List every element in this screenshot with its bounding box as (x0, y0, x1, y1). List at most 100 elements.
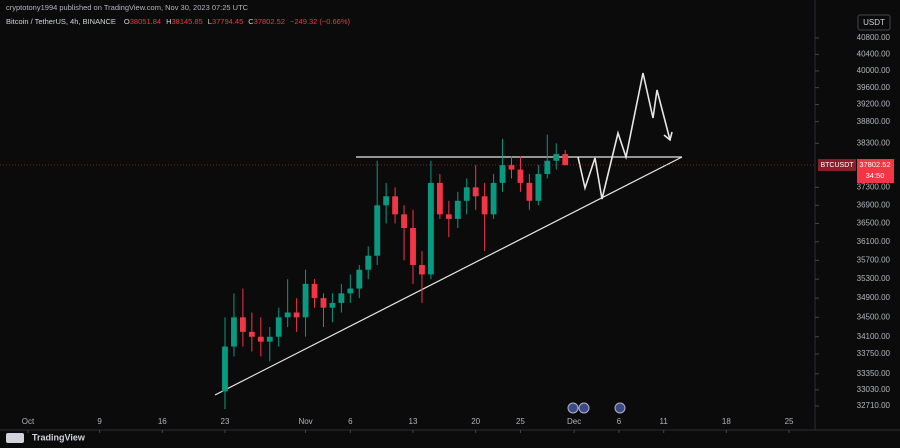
y-tick-label: 35300.00 (857, 274, 891, 283)
legend: Bitcoin / TetherUS, 4h, BINANCE O38051.84… (6, 17, 351, 26)
y-tick-label: 34500.00 (857, 312, 891, 321)
symbol-label: BTCUSDT (820, 162, 854, 169)
legend-item: Bitcoin / TetherUS, 4h, BINANCE (6, 17, 116, 26)
y-tick-label: 40400.00 (857, 49, 891, 58)
brand-logo (6, 433, 24, 443)
candle-body (311, 283, 318, 299)
x-tick-label: 23 (221, 417, 230, 426)
drawings (214, 72, 683, 396)
candle-body (526, 182, 533, 201)
y-tick-label: 38800.00 (857, 117, 891, 126)
y-tick-label: 33750.00 (857, 349, 891, 358)
y-tick-label: 39200.00 (857, 100, 891, 109)
candle-body (428, 182, 434, 275)
candle-body (535, 173, 542, 201)
y-tick-label: 36900.00 (857, 200, 891, 209)
candle-body (553, 154, 560, 161)
candle-body (517, 169, 524, 183)
legend-item: 37794.45 (212, 17, 243, 26)
y-tick-label: 40800.00 (857, 33, 891, 42)
price-box (857, 159, 894, 184)
candle-body (490, 182, 497, 215)
brand: TradingView (32, 432, 86, 442)
candle-body (419, 265, 425, 275)
candle-body (410, 228, 416, 266)
y-tick-label: 36100.00 (857, 237, 891, 246)
candle-body (275, 317, 282, 337)
y-tick-label: 34900.00 (857, 293, 891, 302)
y-tick-label: 39600.00 (857, 83, 891, 92)
x-tick-label: 25 (785, 417, 794, 426)
candle-body (231, 317, 237, 347)
legend-item: H (166, 17, 171, 26)
candle-body (284, 312, 291, 318)
event-icon (567, 402, 579, 414)
x-tick-label: 11 (660, 417, 669, 426)
event-icon (578, 402, 590, 414)
currency-box (857, 14, 891, 31)
y-tick-label: 36500.00 (857, 219, 891, 228)
legend-item: L (208, 17, 212, 26)
candle-body (401, 214, 407, 229)
candle-body (562, 154, 569, 166)
candle-body (499, 165, 506, 183)
candle-body (436, 182, 443, 215)
candle-body (383, 196, 390, 206)
y-tick-label: 38300.00 (857, 138, 891, 147)
candle-body (472, 187, 479, 197)
trend-line (214, 156, 683, 396)
candle-body (356, 269, 363, 289)
y-tick-label: 40000.00 (857, 66, 891, 75)
candle-body (222, 346, 228, 392)
candle-body (508, 165, 515, 170)
candle-body (320, 298, 327, 308)
x-tick-label: Dec (567, 417, 581, 426)
x-tick-label: 20 (471, 417, 480, 426)
x-tick-label: Oct (22, 417, 35, 426)
y-tick-label: 33350.00 (857, 369, 891, 378)
legend-item: −249.32 (−0.66%) (290, 17, 351, 26)
candle-body (257, 336, 264, 342)
events (567, 402, 626, 414)
y-tick-label: 37300.00 (857, 182, 891, 191)
y-tick-label: 35700.00 (857, 255, 891, 264)
price-label: 37802.52 (859, 160, 890, 169)
candle-body (392, 196, 399, 215)
published-note: cryptotony1994 published on TradingView.… (6, 3, 249, 12)
candle-body (293, 312, 300, 318)
x-tick-label: 16 (158, 417, 167, 426)
candle-body (329, 302, 336, 308)
event-icon (614, 402, 626, 414)
y-tick-label: 33030.00 (857, 385, 891, 394)
symbol-box (818, 159, 856, 172)
candle-body (347, 288, 354, 294)
y-tick-label: 34100.00 (857, 332, 891, 341)
x-tick-label: 18 (722, 417, 731, 426)
legend-item: 37802.52 (254, 17, 285, 26)
candle-body (481, 196, 488, 215)
candle-body (239, 317, 246, 332)
projection-arrow (663, 131, 673, 142)
candle-body (463, 187, 470, 201)
countdown-label: 34:50 (866, 171, 885, 180)
candle-body (454, 200, 461, 219)
legend-item: 38051.84 (130, 17, 161, 26)
projection-path (577, 72, 671, 200)
legend-item: O (124, 17, 130, 26)
x-tick-label: 25 (516, 417, 525, 426)
candle-body (338, 293, 345, 303)
legend-item: C (248, 17, 254, 26)
candle-body (365, 255, 372, 270)
x-tick-label: 13 (409, 417, 418, 426)
x-tick-label: 6 (617, 417, 622, 426)
currency: USDT (863, 18, 885, 27)
x-tick-label: 9 (97, 417, 102, 426)
candle-body (544, 160, 551, 174)
y-tick-label: 32710.00 (857, 401, 891, 410)
candle-body (445, 214, 452, 219)
legend-item: 38145.85 (171, 17, 202, 26)
candle-body (302, 283, 309, 318)
